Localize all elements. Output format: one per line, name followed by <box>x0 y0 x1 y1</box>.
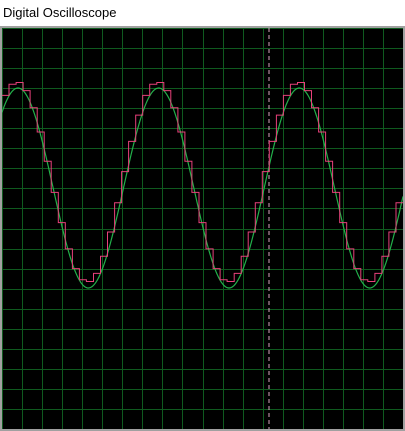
scope-grid <box>2 28 403 429</box>
scope-screen <box>2 28 403 429</box>
analog-waveform-trace <box>2 87 403 289</box>
window-title: Digital Oscilloscope <box>3 5 117 20</box>
scope-frame <box>0 26 405 431</box>
title-bar: Digital Oscilloscope <box>0 0 405 26</box>
scope-display <box>2 28 403 429</box>
sampled-waveform-trace <box>2 82 403 282</box>
